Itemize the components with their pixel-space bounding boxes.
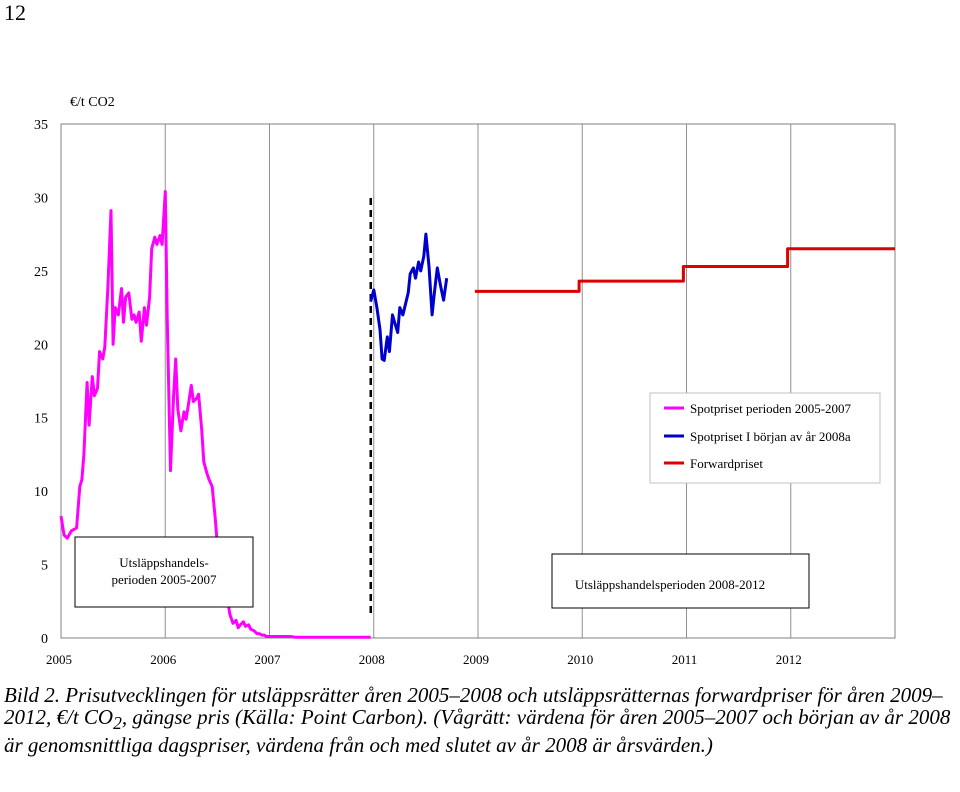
x-tick-label: 2007 bbox=[255, 652, 282, 667]
series-line-1 bbox=[59, 190, 371, 639]
y-tick-label: 30 bbox=[34, 191, 48, 206]
caption-subscript: 2 bbox=[113, 713, 122, 734]
x-tick-label: 2008 bbox=[359, 652, 385, 667]
y-tick-label: 0 bbox=[41, 632, 48, 647]
y-tick-label: 15 bbox=[34, 412, 48, 427]
x-axis: 2005 2006 2007 2008 2009 2010 2011 2012 bbox=[46, 652, 802, 667]
series-line-2 bbox=[369, 232, 449, 362]
y-tick-label: 35 bbox=[34, 118, 48, 133]
y-tick-label: 5 bbox=[41, 559, 48, 574]
y-axis-label: €/t CO2 bbox=[70, 95, 115, 110]
period-label-2: Utsläppshandelsperioden 2008-2012 bbox=[551, 553, 810, 609]
legend-entry-3: Forwardpriset bbox=[690, 456, 763, 471]
caption-text-1: Bild 2. Prisutvecklingen för utsläppsrät… bbox=[4, 683, 943, 729]
figure-caption: Bild 2. Prisutvecklingen för utsläppsrät… bbox=[4, 684, 956, 756]
plot-frame bbox=[60, 123, 896, 639]
period-label-2-line-1: Utsläppshandelsperioden 2008-2012 bbox=[575, 577, 765, 592]
y-tick-label: 10 bbox=[34, 485, 48, 500]
period-label-1-line-1: Utsläppshandels- bbox=[119, 555, 209, 570]
series-layer bbox=[59, 190, 895, 639]
y-tick-label: 25 bbox=[34, 265, 48, 280]
x-tick-label: 2010 bbox=[567, 652, 593, 667]
caption-text-2: , gängse pris (Källa: Point Carbon). (Vå… bbox=[4, 705, 951, 758]
legend: Spotpriset perioden 2005-2007 Spotpriset… bbox=[649, 392, 881, 484]
series-line-3 bbox=[474, 247, 895, 293]
page-number: 12 bbox=[4, 0, 26, 25]
y-axis: 0 5 10 15 20 25 30 35 bbox=[34, 118, 48, 647]
x-tick-label: 2006 bbox=[150, 652, 177, 667]
x-tick-label: 2011 bbox=[672, 652, 698, 667]
period-label-1-line-2: perioden 2005-2007 bbox=[111, 572, 217, 587]
x-tick-label: 2005 bbox=[46, 652, 72, 667]
y-tick-label: 20 bbox=[34, 338, 48, 353]
x-tick-label: 2012 bbox=[776, 652, 802, 667]
x-tick-label: 2009 bbox=[463, 652, 489, 667]
legend-entry-2: Spotpriset I början av år 2008a bbox=[690, 429, 851, 444]
legend-entry-1: Spotpriset perioden 2005-2007 bbox=[690, 401, 852, 416]
period-label-1: Utsläppshandels- perioden 2005-2007 bbox=[74, 536, 254, 608]
